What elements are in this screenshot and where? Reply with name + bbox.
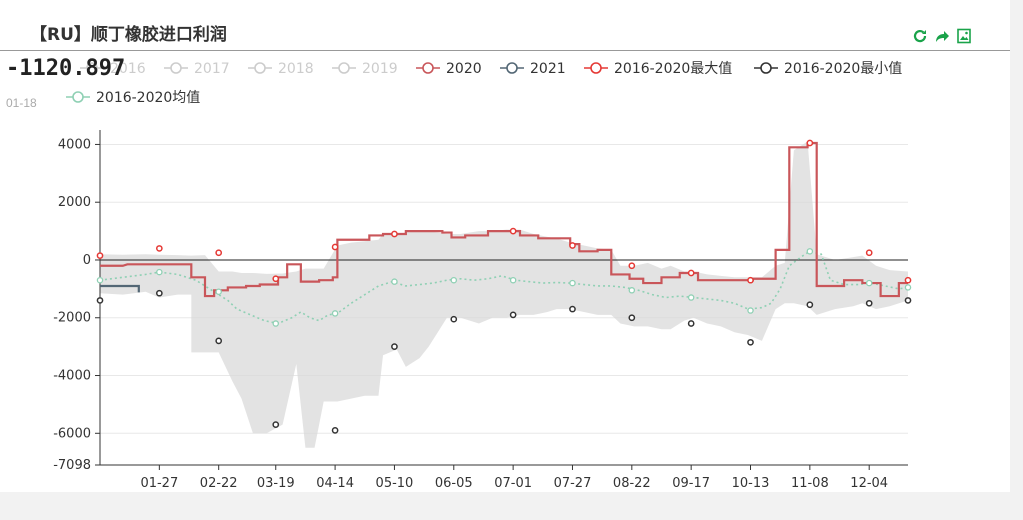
chart-panel: 【RU】顺丁橡胶进口利润 4000 2000 0 -2000 -4000 -6000 -70… [0, 0, 1010, 492]
min-max-band [100, 141, 908, 448]
x-tick-label: 07-27 [554, 476, 592, 491]
mean-marker [904, 284, 912, 291]
max-marker [509, 227, 517, 235]
series-line-2020 [100, 141, 908, 298]
mean-marker [450, 276, 458, 284]
share-icon[interactable] [934, 28, 950, 44]
legend-marker-2016[interactable] [86, 62, 98, 74]
x-tick-label: 08-22 [613, 476, 651, 491]
line-chart: 4000 2000 0 -2000 -4000 -6000 -7098 01-27 02-22 0… [53, 61, 912, 491]
refresh-icon[interactable] [912, 28, 928, 44]
min-marker [569, 305, 576, 313]
tooltip-date: 01-18 [6, 96, 37, 110]
legend-label-2021[interactable]: 2021 [530, 61, 566, 77]
y-tick-label: -4000 [53, 369, 91, 384]
mean-marker [391, 278, 398, 285]
min-marker [96, 297, 104, 304]
legend-label-2018[interactable]: 2018 [278, 61, 314, 77]
legend-label-2017[interactable]: 2017 [194, 61, 230, 77]
x-tick-label: 04-14 [316, 476, 354, 491]
min-marker [272, 421, 280, 428]
legend-label-2016-2020最小值[interactable]: 2016-2020最小值 [784, 61, 902, 77]
y-tick-label: 0 [83, 253, 91, 268]
mean-marker [865, 279, 873, 287]
max-marker [272, 275, 280, 283]
x-tick-label: 05-10 [376, 476, 414, 491]
x-tick-label: 06-05 [435, 476, 473, 491]
legend-marker-2016-2020最大值[interactable] [590, 62, 602, 74]
legend-label-2016-2020最大值[interactable]: 2016-2020最大值 [614, 61, 732, 77]
max-marker [155, 245, 163, 252]
mean-marker [272, 320, 280, 327]
x-tick-label: 10-13 [732, 476, 770, 491]
legend-marker-2016-2020均值[interactable] [72, 91, 84, 103]
x-tick-label: 07-01 [494, 476, 532, 491]
mean-marker [747, 307, 754, 314]
min-marker [215, 337, 223, 345]
max-marker [391, 230, 398, 238]
max-marker [865, 249, 873, 257]
y-tick-label: -6000 [53, 426, 91, 441]
legend-marker-2017[interactable] [170, 62, 182, 74]
mean-marker [96, 276, 104, 284]
mean-marker [331, 310, 339, 317]
max-marker [96, 252, 104, 259]
series-line-2021 [100, 284, 140, 293]
min-marker [331, 427, 339, 434]
x-tick-label: 01-27 [140, 476, 178, 491]
y-tick-label: -2000 [53, 311, 91, 326]
legend-label-2020[interactable]: 2020 [446, 61, 482, 77]
mean-marker [156, 268, 163, 276]
max-marker [215, 249, 223, 257]
mean-marker [509, 276, 517, 284]
min-marker [806, 301, 814, 309]
min-marker [391, 343, 398, 350]
tooltip-value: -1120.897 [6, 56, 126, 81]
legend-marker-2020[interactable] [422, 62, 434, 74]
min-marker [687, 320, 695, 327]
max-marker [331, 243, 339, 251]
mean-marker [215, 288, 222, 296]
min-marker [155, 289, 163, 297]
min-marker [509, 311, 517, 319]
y-tick-label: 4000 [58, 137, 91, 152]
x-tick-label: 09-17 [672, 476, 710, 491]
min-marker [865, 299, 873, 307]
max-marker [904, 276, 912, 284]
save-image-icon[interactable] [956, 28, 972, 44]
legend-label-2016-2020均值[interactable]: 2016-2020均值 [96, 90, 200, 106]
legend-label-2019[interactable]: 2019 [362, 61, 398, 77]
legend-marker-2018[interactable] [254, 62, 266, 74]
x-tick-label: 11-08 [791, 476, 829, 491]
mean-marker [628, 287, 636, 294]
legend-marker-2021[interactable] [506, 62, 518, 74]
min-marker [628, 314, 636, 322]
legend-label-2016[interactable]: 2016 [110, 61, 146, 77]
max-marker [687, 269, 695, 277]
x-tick-label: 12-04 [850, 476, 888, 491]
mean-marker [569, 279, 576, 287]
y-tick-label: -7098 [53, 458, 91, 473]
x-tick-label: 03-19 [257, 476, 295, 491]
min-marker [747, 338, 754, 346]
chart-title: 【RU】顺丁橡胶进口利润 [30, 25, 227, 45]
max-marker [628, 262, 636, 270]
max-marker [806, 139, 814, 147]
legend-marker-2019[interactable] [338, 62, 350, 74]
max-marker [569, 242, 576, 249]
mean-marker [687, 294, 695, 301]
chart-toolbar [912, 28, 972, 44]
min-marker [904, 297, 912, 304]
title-divider [0, 50, 1010, 51]
max-marker [747, 276, 754, 284]
y-tick-label: 2000 [58, 195, 91, 210]
mean-marker [806, 248, 814, 255]
legend-marker-2016-2020最小值[interactable] [760, 62, 772, 74]
min-marker [450, 315, 458, 323]
x-tick-label: 02-22 [200, 476, 238, 491]
